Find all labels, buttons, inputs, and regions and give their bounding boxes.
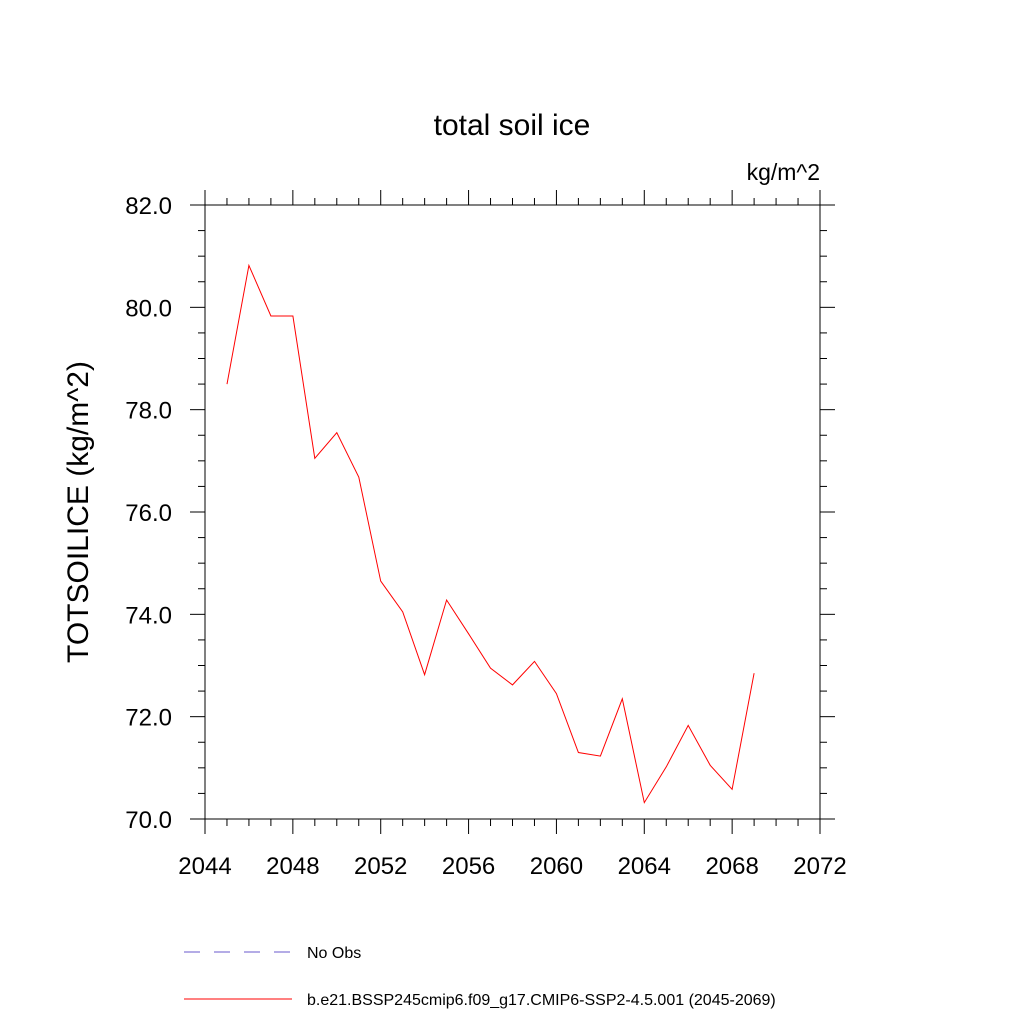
x-tick-label: 2048 (266, 853, 319, 880)
y-tick-label: 74.0 (125, 602, 172, 629)
y-tick-label: 70.0 (125, 807, 172, 834)
tick-labels: 2044 2048 2052 2056 2060 2064 2068 2072 70.0 72.0… (125, 193, 846, 880)
x-tick-label: 2072 (793, 853, 846, 880)
x-tick-label: 2064 (618, 853, 671, 880)
plot-frame (204, 204, 821, 820)
legend-label-0: No Obs (307, 945, 361, 962)
y-tick-label: 78.0 (125, 398, 172, 425)
y-tick-label: 76.0 (125, 500, 172, 527)
x-tick-label: 2056 (442, 853, 495, 880)
legend: No Obs b.e21.BSSP245cmip6.f09_g17.CMIP6-S… (184, 945, 776, 1009)
series-layer (226, 263, 755, 804)
x-tick-label: 2052 (354, 853, 407, 880)
series-line-0 (226, 263, 755, 804)
y-axis-label: TOTSOILICE (kg/m^2) (62, 361, 95, 663)
x-tick-label: 2044 (178, 853, 231, 880)
y-tick-label: 72.0 (125, 705, 172, 732)
units-label: kg/m^2 (747, 159, 820, 185)
chart-title: total soil ice (434, 109, 591, 142)
y-tick-label: 82.0 (125, 193, 172, 220)
axis-ticks (190, 190, 835, 834)
x-tick-label: 2060 (530, 853, 583, 880)
y-tick-label: 80.0 (125, 295, 172, 322)
x-tick-label: 2068 (705, 853, 758, 880)
legend-label-1: b.e21.BSSP245cmip6.f09_g17.CMIP6-SSP2-4.… (307, 992, 776, 1009)
